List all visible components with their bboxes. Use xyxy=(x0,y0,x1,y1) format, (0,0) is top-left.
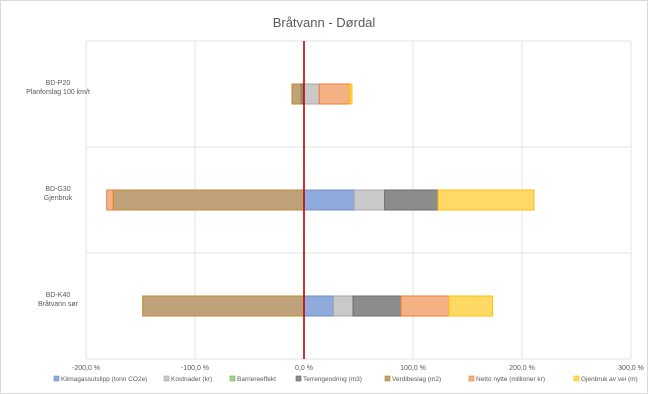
bars xyxy=(106,83,535,317)
category-labels: BD-P20 Planforslag 100 km/t BD-G30 Gjenbruk… xyxy=(26,80,90,308)
category-label: BD-G30 xyxy=(45,186,70,193)
legend-label: Gjenbruk av vei (m) xyxy=(581,376,638,383)
legend: Klimagassutslipp (tonn CO2e) Kostnader (k… xyxy=(53,375,638,383)
category-sublabel: Gjenbruk xyxy=(44,195,73,202)
bar-segment xyxy=(332,295,354,317)
legend-label: Kostnader (kr) xyxy=(171,376,212,383)
legend-label: Terrengendring (m3) xyxy=(303,376,362,383)
bar-segment xyxy=(349,83,353,105)
legend-swatch xyxy=(573,375,580,382)
x-tick-label: 100,0 % xyxy=(400,365,426,372)
category-label: BD-K40 xyxy=(46,292,71,299)
bar-segment xyxy=(437,189,535,211)
bar-segment xyxy=(303,295,334,317)
x-tick-label: -200,0 % xyxy=(72,365,100,372)
x-tick-label: 200,0 % xyxy=(509,365,535,372)
bar-segment xyxy=(448,295,494,317)
x-tick-label: 300,0 % xyxy=(618,365,644,372)
legend-swatch xyxy=(295,375,302,382)
bar-segment xyxy=(142,295,305,317)
category-label: BD-P20 xyxy=(46,80,71,87)
legend-swatch xyxy=(163,375,170,382)
bar-segment xyxy=(303,189,355,211)
legend-label: Verdibeslag (m2) xyxy=(392,376,441,383)
bar-segment xyxy=(303,83,320,105)
x-axis-ticks: -200,0 % -100,0 % 0,0 % 100,0 % 200,0 % 300,0… xyxy=(72,365,644,372)
bar-segment xyxy=(106,189,114,211)
legend-swatch xyxy=(468,375,475,382)
bar-segment xyxy=(291,83,302,105)
legend-label: Klimagassutslipp (tonn CO2e) xyxy=(61,376,147,383)
legend-swatch xyxy=(53,375,60,382)
bar-segment xyxy=(353,189,386,211)
category-sublabel: Bråtvann sør xyxy=(38,300,79,308)
bar-segment xyxy=(112,189,305,211)
bar-segment xyxy=(400,295,450,317)
chart-title: Bråtvann - Dørdal xyxy=(273,15,376,30)
bar-segment xyxy=(352,295,402,317)
legend-swatch xyxy=(229,375,236,382)
bar-segment xyxy=(318,83,351,105)
legend-label: Netto nytte (millioner kr) xyxy=(476,376,545,383)
category-sublabel: Planforslag 100 km/t xyxy=(26,89,90,96)
x-tick-label: -100,0 % xyxy=(181,365,209,372)
legend-swatch xyxy=(384,375,391,382)
x-tick-label: 0,0 % xyxy=(295,365,313,372)
legend-label: Barriereeffekt xyxy=(237,376,276,383)
bar-segment xyxy=(384,189,439,211)
